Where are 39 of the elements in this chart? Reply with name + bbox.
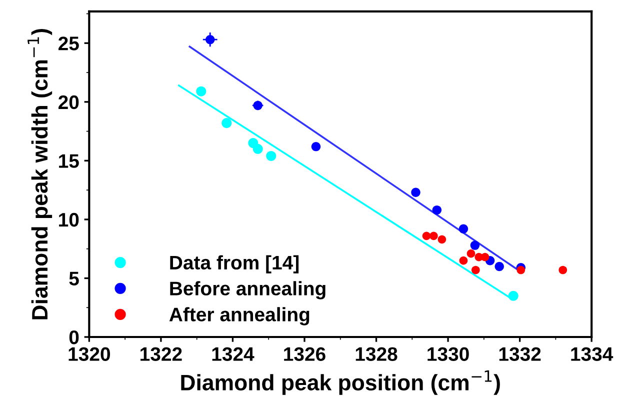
x-tick-label: 1320 [68, 347, 110, 362]
y-tick-label: 15 [59, 154, 79, 168]
point [494, 262, 504, 272]
point [459, 256, 468, 265]
point [458, 224, 468, 234]
y-tick-label: 10 [59, 212, 79, 227]
point [472, 266, 480, 274]
point [558, 266, 568, 274]
point [508, 290, 518, 301]
point [422, 232, 431, 240]
point [222, 118, 232, 128]
y-tick-label: 0 [69, 330, 79, 344]
point [196, 86, 206, 96]
x-tick-label: 1328 [356, 347, 398, 362]
point [266, 150, 276, 161]
point [470, 240, 480, 250]
point [252, 144, 263, 154]
point [438, 235, 446, 244]
legend-label: After annealing [169, 307, 310, 326]
point [480, 252, 490, 262]
legend-label: Before annealing [170, 281, 326, 300]
y-axis-title: Diamond peak width (cm$^{−1}$) [28, 28, 52, 320]
y-tick-label: 25 [58, 36, 79, 50]
x-tick-label: 1322 [140, 347, 182, 362]
point [466, 249, 476, 258]
x-tick-label: 1332 [499, 347, 541, 362]
x-tick-label: 1334 [571, 347, 614, 362]
x-axis-title: Diamond peak position (cm$^{−1}$) [181, 370, 500, 395]
point [411, 188, 420, 198]
point [311, 142, 321, 152]
x-tick-label: 1324 [212, 347, 254, 362]
y-tick-label: 5 [69, 272, 79, 286]
x-tick-label: 1330 [428, 347, 469, 362]
point [432, 205, 442, 215]
y-tick-label: 20 [58, 95, 79, 110]
legend-label: Data from [14] [170, 255, 299, 274]
x-tick-label: 1326 [284, 347, 326, 362]
point [430, 232, 438, 240]
point [516, 266, 526, 274]
